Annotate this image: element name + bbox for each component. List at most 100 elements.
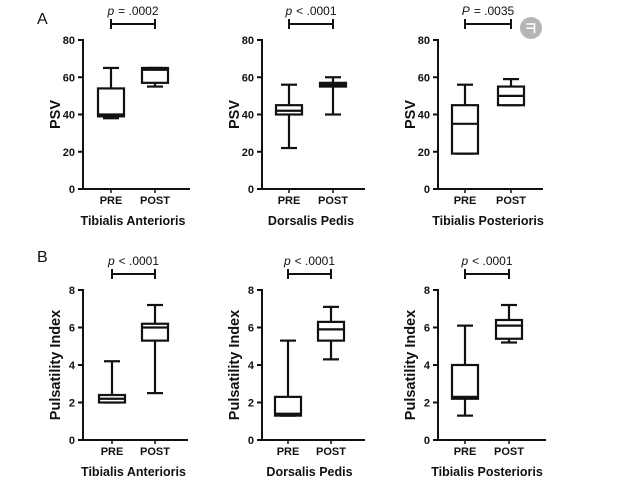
y-tick-label: 20 — [63, 147, 75, 159]
y-tick-label: 2 — [69, 398, 75, 410]
p-value-text: < .0001 — [296, 4, 337, 18]
y-tick-label: 2 — [424, 398, 430, 410]
x-axis-label: Tibialis Posterioris — [431, 465, 543, 479]
p-value-text: < .0001 — [119, 254, 160, 268]
y-tick-label: 0 — [69, 435, 75, 447]
overlay-badge-icon[interactable] — [520, 17, 542, 39]
y-tick-label: 0 — [424, 184, 430, 196]
panel-label-a: A — [37, 11, 48, 28]
y-tick-label: 60 — [418, 72, 430, 84]
p-symbol: p — [107, 254, 115, 268]
y-tick-label: 60 — [63, 72, 75, 84]
p-symbol: p — [106, 4, 114, 18]
y-tick-label: 8 — [248, 285, 254, 297]
y-tick-label: 8 — [424, 285, 430, 297]
p-value-label: p < .0001 — [460, 254, 512, 268]
y-axis-label: PSV — [48, 100, 64, 129]
x-category-label-post: POST — [140, 446, 170, 458]
p-value-text: < .0001 — [472, 254, 513, 268]
box-pre — [97, 360, 127, 404]
y-tick-label: 0 — [69, 184, 75, 196]
p-value-label: p < .0001 — [107, 254, 159, 268]
y-tick-label: 20 — [418, 147, 430, 159]
y-axis-label: PSV — [403, 100, 419, 129]
box-post — [318, 76, 348, 116]
box-iqr — [140, 66, 170, 84]
p-value-label: p = .0002 — [106, 4, 158, 18]
x-category-label-pre: PRE — [277, 446, 300, 458]
y-tick-label: 0 — [424, 435, 430, 447]
box-post — [494, 303, 524, 344]
box-post — [496, 78, 526, 107]
y-tick-label: 40 — [63, 110, 75, 122]
x-category-label-pre: PRE — [454, 446, 477, 458]
chart-5: 0 2 4 6 8 Pulsatility Index PRE POST Dorsalis Pe… — [227, 254, 365, 479]
y-tick-label: 4 — [69, 360, 76, 372]
x-axis-label: Tibialis Anterioris — [81, 465, 186, 479]
y-tick-label: 6 — [248, 323, 254, 335]
p-value-text: = .0035 — [474, 4, 515, 18]
x-category-label-pre: PRE — [101, 446, 124, 458]
x-category-label-post: POST — [140, 195, 170, 207]
y-axis-label: Pulsatility Index — [48, 310, 64, 420]
panel-label-b: B — [37, 249, 48, 266]
box-pre — [96, 66, 126, 120]
p-value-label: p < .0001 — [283, 254, 335, 268]
box-iqr — [316, 320, 346, 342]
y-tick-label: 0 — [248, 184, 254, 196]
p-value-text: = .0002 — [118, 4, 159, 18]
box-pre — [450, 83, 480, 155]
y-tick-label: 80 — [418, 35, 430, 47]
y-axis-label: PSV — [227, 100, 243, 129]
x-axis-label: Dorsalis Pedis — [266, 465, 352, 479]
chart-2: 0 20 40 60 80 PSV PRE POST Dorsalis Pedis p < .000… — [227, 4, 365, 228]
x-category-label-post: POST — [496, 195, 526, 207]
y-tick-label: 0 — [248, 435, 254, 447]
chart-6: 0 2 4 6 8 Pulsatility Index PRE POST Tibialis Po… — [403, 254, 546, 479]
y-tick-label: 40 — [242, 110, 254, 122]
box-post — [140, 303, 170, 395]
box-iqr — [450, 363, 480, 400]
p-symbol: p — [283, 254, 291, 268]
x-category-label-pre: PRE — [278, 195, 301, 207]
chart-4: 0 2 4 6 8 Pulsatility Index PRE POST Tibialis An… — [48, 254, 188, 479]
x-axis-label: Tibialis Anterioris — [81, 214, 186, 228]
box-pre — [450, 324, 480, 417]
p-value-text: < .0001 — [295, 254, 336, 268]
p-value-label: P = .0035 — [462, 4, 515, 18]
p-symbol: P — [462, 4, 470, 18]
box-iqr — [96, 87, 126, 118]
y-tick-label: 8 — [69, 285, 75, 297]
box-iqr — [140, 322, 170, 342]
box-pre — [274, 83, 304, 150]
y-axis-label: Pulsatility Index — [403, 310, 419, 420]
y-tick-label: 80 — [63, 35, 75, 47]
y-tick-label: 6 — [424, 323, 430, 335]
x-axis-label: Tibialis Posterioris — [432, 214, 544, 228]
y-tick-label: 6 — [69, 323, 75, 335]
y-tick-label: 60 — [242, 72, 254, 84]
y-tick-label: 80 — [242, 35, 254, 47]
y-tick-label: 20 — [242, 147, 254, 159]
x-category-label-post: POST — [494, 446, 524, 458]
y-tick-label: 2 — [248, 398, 254, 410]
x-category-label-post: POST — [318, 195, 348, 207]
box-post — [140, 66, 170, 88]
chart-1: 0 20 40 60 80 PSV PRE POST Tibialis Anterioris p =… — [48, 4, 190, 228]
box-post — [316, 305, 346, 361]
chart-3: 0 20 40 60 80 PSV PRE POST Tibialis Posterioris P… — [403, 4, 544, 228]
box-pre — [273, 339, 303, 417]
x-category-label-post: POST — [316, 446, 346, 458]
x-axis-label: Dorsalis Pedis — [268, 214, 354, 228]
p-symbol: p — [460, 254, 468, 268]
p-value-label: p < .0001 — [284, 4, 336, 18]
y-tick-label: 40 — [418, 110, 430, 122]
overlay-glyph-icon — [526, 23, 536, 34]
p-symbol: p — [284, 4, 292, 18]
box-iqr — [450, 104, 480, 155]
x-category-label-pre: PRE — [100, 195, 123, 207]
y-tick-label: 4 — [248, 360, 255, 372]
box-iqr — [273, 395, 303, 417]
